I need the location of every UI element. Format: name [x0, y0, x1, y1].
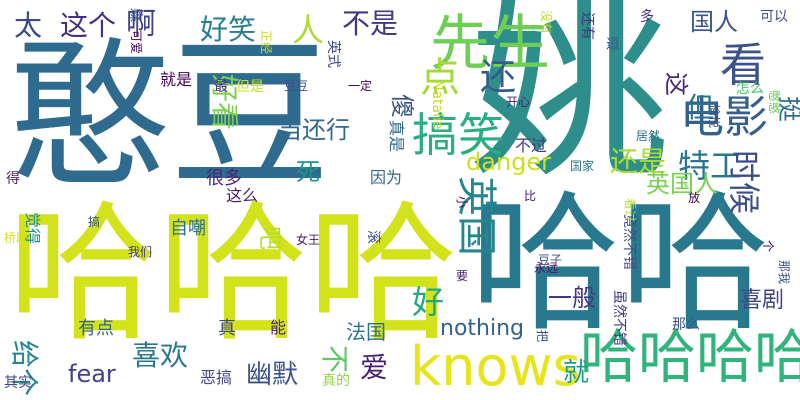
word: 比 [524, 189, 537, 203]
word: nothing [440, 316, 524, 341]
word: 喜剧 [740, 288, 785, 313]
word: 好 [412, 283, 445, 321]
word: 好笑 [200, 13, 257, 46]
word: 先生 [430, 9, 550, 79]
word: 真的 [322, 373, 350, 389]
word: 觉得 [23, 212, 42, 245]
word: 当还行 [278, 116, 350, 144]
word: 居然 [636, 129, 661, 143]
word: 最 [214, 79, 228, 95]
word: 可爱 [129, 30, 143, 55]
word: 女王 [296, 233, 321, 247]
word: 得 [6, 171, 20, 187]
word: 搞笑 [412, 108, 504, 162]
word: 哈哈哈 [8, 188, 459, 362]
word: 竟然不错 [621, 214, 637, 270]
word: 没有 [539, 10, 553, 35]
word: danger [466, 148, 552, 176]
word: 真 [218, 318, 236, 339]
word: 好看 [208, 74, 241, 131]
word: 爱 [360, 351, 389, 384]
word: 憨豆 [10, 22, 331, 209]
word: 能 [270, 318, 287, 337]
word: 啊 [126, 7, 156, 42]
word: 姚 [470, 0, 671, 206]
word: 但是 [236, 79, 264, 95]
word: 这个 [60, 9, 117, 42]
word: 哈哈哈哈 [580, 323, 800, 391]
word: fear [68, 360, 116, 388]
word: 喜欢 [132, 339, 189, 372]
word: 傻 [388, 94, 416, 118]
word: 正经 [259, 30, 273, 55]
word: 因为 [370, 168, 403, 187]
word: 豆子 [538, 253, 563, 267]
word: 愉悦 [707, 104, 721, 129]
word: 法国 [346, 320, 386, 344]
word: 怎么 [736, 81, 764, 97]
word: 真是 [387, 120, 406, 153]
word: 豆豆 [284, 79, 309, 93]
word: 不是 [342, 7, 399, 40]
word: 看过 [623, 198, 637, 223]
word: 不 [318, 345, 351, 374]
word: 滚 [365, 230, 381, 244]
word: 这 [662, 72, 690, 96]
word: 英国 [453, 176, 499, 256]
word: 那我 [777, 260, 791, 285]
word: 多 [640, 9, 654, 25]
word: 个 [761, 240, 775, 253]
word: 死 [296, 158, 320, 186]
word: 太 [14, 9, 43, 42]
word: 恶搞 [200, 368, 233, 387]
word: 哈哈 [470, 178, 771, 352]
word: 要 [456, 269, 469, 283]
word: 把 [535, 330, 549, 343]
word: 搞 [88, 215, 101, 229]
word: 桥段 [4, 231, 29, 245]
word: 这么 [226, 186, 259, 205]
word: 放 [688, 191, 701, 205]
word: 我们 [128, 245, 153, 259]
word: 一般 [548, 284, 596, 312]
word: 自嘲 [170, 218, 206, 239]
word: 永远 [534, 261, 559, 275]
word: Natalie [429, 80, 445, 130]
word: 憨憨 [767, 90, 781, 115]
word: 还 [480, 57, 517, 98]
word: 吧 [256, 226, 284, 250]
word: 还有 [579, 12, 595, 40]
word: 幽默 [246, 360, 299, 390]
word: 英国人 [646, 170, 718, 198]
word: 挺 [774, 96, 800, 123]
word: 其实 [4, 375, 32, 391]
word: 逗 [606, 37, 620, 53]
word: 不过 [515, 136, 548, 155]
word: 点 [420, 55, 460, 101]
word: 给个 [8, 340, 41, 397]
word: 看 [720, 38, 766, 92]
word: 小 [455, 196, 469, 209]
word: 很多 [206, 168, 242, 189]
word: 国家 [570, 159, 595, 173]
word: 可以 [760, 9, 788, 25]
word: 国人 [690, 8, 738, 36]
word: 就 [563, 358, 590, 388]
word: 一定 [348, 79, 373, 93]
word: 人 [292, 11, 325, 49]
word: 森 [127, 8, 143, 22]
word: 那么 [672, 317, 700, 333]
word: 但 [686, 91, 715, 124]
word: 开心 [506, 95, 531, 109]
word: 特工 [678, 147, 743, 185]
word: 还是 [610, 145, 667, 178]
word: 有点 [78, 318, 114, 339]
word: knows [410, 335, 581, 398]
word: 虽然不错 [611, 290, 627, 346]
word: 电影 [680, 92, 768, 143]
word: 时候 [725, 150, 763, 215]
word: 就是 [160, 70, 193, 89]
word: 英式 [325, 40, 341, 68]
